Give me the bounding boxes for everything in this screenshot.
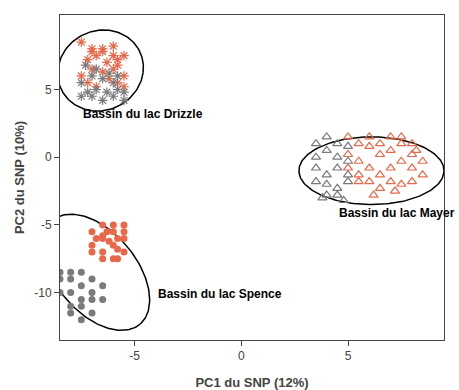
- svg-text:-5: -5: [129, 349, 140, 363]
- svg-text:PC2 du SNP (10%): PC2 du SNP (10%): [12, 121, 27, 234]
- svg-text:PC1 du SNP (12%): PC1 du SNP (12%): [195, 375, 308, 390]
- svg-text:0: 0: [45, 150, 52, 164]
- svg-text:Bassin du lac Drizzle: Bassin du lac Drizzle: [83, 107, 203, 121]
- svg-text:5: 5: [45, 83, 52, 97]
- svg-text:5: 5: [345, 349, 352, 363]
- svg-text:-10: -10: [34, 286, 52, 300]
- svg-text:0: 0: [238, 349, 245, 363]
- svg-text:Bassin du lac Mayer: Bassin du lac Mayer: [339, 206, 455, 220]
- svg-text:-5: -5: [41, 218, 52, 232]
- svg-text:Bassin du lac Spence: Bassin du lac Spence: [158, 287, 282, 301]
